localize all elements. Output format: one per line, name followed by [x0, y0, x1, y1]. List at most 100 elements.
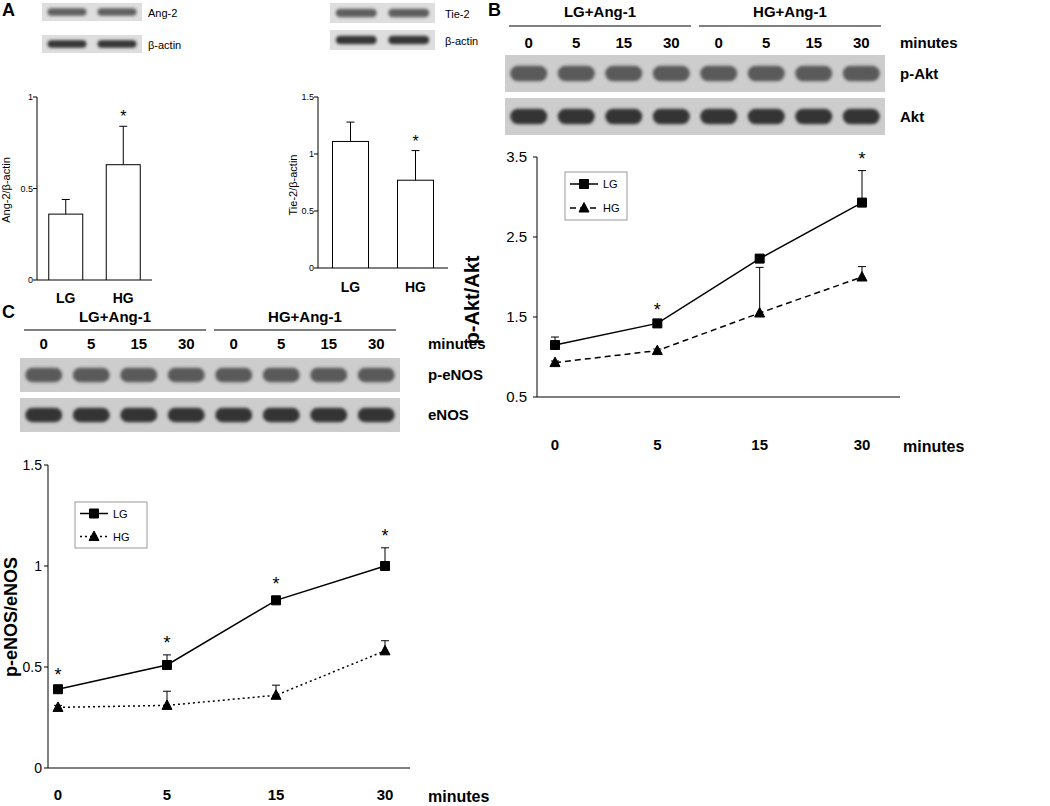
series-line — [555, 203, 862, 345]
blot-row-label: β-actin — [445, 35, 478, 47]
group-underline — [509, 26, 691, 27]
category-label: 30 — [377, 786, 394, 803]
series-line — [555, 277, 862, 363]
blot-row-label: β-actin — [148, 39, 181, 51]
blot-group: HG+Ang-1 — [268, 308, 342, 325]
blot-strip — [330, 30, 435, 50]
y-axis-label: p-eNOS/eNOS — [1, 557, 21, 677]
category-label: HG — [113, 290, 134, 306]
lane-label: 15 — [805, 34, 822, 51]
blot-strip — [42, 35, 142, 53]
marker — [858, 198, 867, 207]
blot-band — [748, 66, 785, 82]
y-tick-label: 1 — [34, 558, 42, 574]
marker — [272, 596, 281, 605]
marker — [550, 357, 560, 367]
y-axis — [318, 97, 319, 268]
lane-label: 5 — [87, 335, 95, 352]
lane-label: 5 — [762, 34, 770, 51]
y-tick — [533, 157, 537, 158]
category-label: 5 — [653, 436, 661, 453]
category-label: 0 — [54, 786, 62, 803]
y-axis-label: p-Akt/Akt — [461, 255, 483, 344]
y-tick-label: 0 — [309, 263, 314, 273]
y-tick-label: 1.5 — [23, 457, 43, 473]
category-label: LG — [56, 290, 76, 306]
blot-strip — [505, 55, 885, 92]
category-label: 5 — [163, 786, 171, 803]
bar — [333, 141, 369, 268]
panel-letter: B — [488, 0, 501, 20]
blot-band — [48, 40, 87, 48]
y-axis-label: Ang-2/β-actin — [0, 157, 12, 223]
blot-strip — [505, 98, 885, 135]
blot-band — [310, 408, 347, 422]
marker — [381, 562, 390, 571]
marker — [755, 308, 765, 318]
blot-row-label: Akt — [900, 108, 924, 125]
lane-label: 30 — [178, 335, 195, 352]
blot-band — [700, 66, 737, 82]
blot-band — [120, 408, 157, 422]
lane-label: 15 — [320, 335, 337, 352]
error-bar — [62, 199, 70, 214]
legend-marker — [89, 531, 99, 541]
blot-row-label: p-Akt — [900, 65, 938, 82]
group-underline — [699, 26, 881, 27]
plot-area — [550, 171, 867, 367]
blot-band — [653, 109, 690, 125]
category-label: HG — [405, 279, 426, 295]
blot-band — [700, 109, 737, 125]
marker — [162, 700, 172, 710]
lane-label: 0 — [40, 335, 48, 352]
y-tick — [533, 237, 537, 238]
blot-band — [25, 408, 62, 422]
blot-band — [263, 408, 300, 422]
group-underline — [214, 330, 396, 331]
y-axis — [48, 465, 49, 768]
blot-strip — [42, 3, 142, 21]
y-tick — [533, 397, 537, 398]
blot-band — [653, 66, 690, 82]
blot-band — [310, 368, 347, 382]
y-tick — [33, 280, 37, 281]
y-tick — [314, 268, 318, 269]
blot-band — [843, 66, 880, 82]
x-axis-label: minutes — [428, 788, 489, 805]
panel-letter: A — [2, 0, 15, 20]
y-tick — [314, 211, 318, 212]
marker — [54, 685, 63, 694]
y-tick-label: 1.5 — [506, 308, 527, 325]
blot-band — [388, 36, 429, 44]
blot-strip — [20, 358, 400, 392]
y-tick — [44, 566, 48, 567]
significance: * — [120, 108, 126, 125]
significance: * — [654, 300, 661, 320]
legend-label: LG — [603, 178, 618, 190]
blot-strip — [330, 3, 435, 23]
plot-area — [333, 122, 434, 268]
marker — [380, 645, 390, 655]
blot-row-label: eNOS — [428, 406, 469, 423]
y-axis — [537, 157, 538, 397]
y-tick-label: 3.5 — [506, 148, 527, 165]
marker — [271, 690, 281, 700]
y-tick-label: 0.5 — [20, 184, 33, 194]
category-label: 0 — [551, 436, 559, 453]
y-tick-label: 2.5 — [506, 228, 527, 245]
group-underline — [24, 330, 206, 331]
lane-unit: minutes — [428, 335, 486, 352]
bar — [49, 214, 83, 280]
figure: AAng-2β-actin00.51Ang-2/β-actinLGHG*Tie-… — [0, 0, 1050, 806]
blot-band — [795, 66, 832, 82]
y-tick — [314, 154, 318, 155]
error-bar — [347, 122, 355, 141]
blot-band — [168, 408, 205, 422]
blot-band — [336, 36, 377, 44]
blot-group: HG+Ang-1 — [753, 3, 827, 20]
blot-band — [843, 109, 880, 125]
lane-label: 30 — [853, 34, 870, 51]
y-tick-label: 1.5 — [301, 92, 314, 102]
marker — [163, 660, 172, 669]
y-tick — [314, 97, 318, 98]
